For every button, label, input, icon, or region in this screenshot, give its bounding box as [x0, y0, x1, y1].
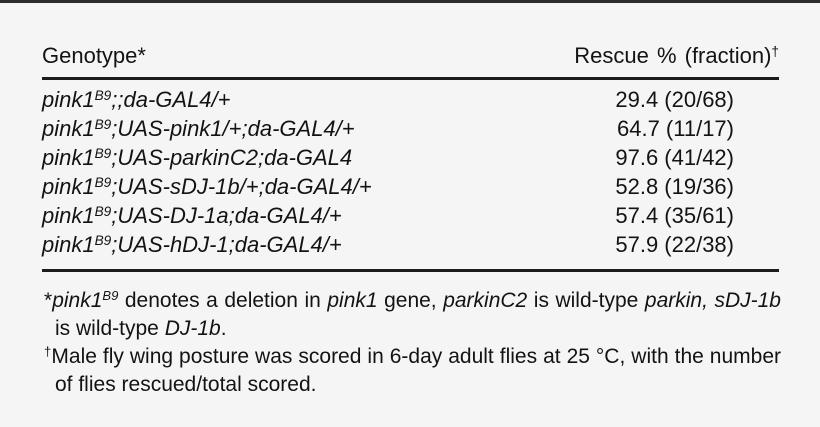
header-rule-line	[42, 77, 779, 80]
genotype-rest: ;UAS-parkinC2;da-GAL4	[111, 145, 353, 170]
table-row: pink1B9;UAS-pink1/+;da-GAL4/+ 64.7 (11/1…	[42, 114, 779, 143]
genotype-allele-superscript: B9	[94, 116, 112, 132]
table-body: pink1B9;;da-GAL4/+ 29.4 (20/68) pink1B9;…	[42, 85, 779, 259]
rescue-value-cell: 29.4 (20/68)	[615, 87, 734, 112]
top-border-line	[0, 0, 820, 3]
table-header-row: Genotype* Rescue % (fraction)†	[42, 42, 779, 70]
rescue-value-cell: 64.7 (11/17)	[616, 116, 734, 141]
genotype-allele-superscript: B9	[94, 87, 112, 103]
footnote-segment: .	[220, 317, 227, 340]
footnote-segment: pink1	[52, 289, 103, 312]
footnote-segment: is wild-type	[55, 317, 165, 340]
footnote-segment: parkin,	[644, 289, 708, 312]
genotype-gene: pink1	[42, 116, 95, 141]
genotype-rest: ;UAS-DJ-1a;da-GAL4/+	[111, 203, 342, 228]
genotype-cell: pink1B9;UAS-sDJ-1b/+;da-GAL4/+	[42, 172, 372, 201]
footnote-segment: pink1	[327, 289, 378, 312]
genotype-allele-superscript: B9	[94, 203, 112, 219]
footnote-segment: *	[44, 289, 53, 312]
bottom-rule-line	[42, 269, 779, 272]
table-row: pink1B9;UAS-hDJ-1;da-GAL4/+ 57.9 (22/38)	[42, 230, 779, 259]
genotype-allele-superscript: B9	[94, 174, 112, 190]
genotype-cell: pink1B9;UAS-hDJ-1;da-GAL4/+	[42, 230, 342, 259]
genotype-gene: pink1	[42, 174, 95, 199]
genotype-rest: ;UAS-sDJ-1b/+;da-GAL4/+	[111, 174, 372, 199]
table-row: pink1B9;;da-GAL4/+ 29.4 (20/68)	[42, 85, 779, 114]
dagger-superscript: †	[771, 43, 779, 59]
footnote-segment: Male fly wing posture was scored in 6-da…	[51, 345, 781, 396]
footnotes-section: *pink1B9 denotes a deletion in pink1 gen…	[44, 287, 781, 399]
rescue-value-cell: 97.6 (41/42)	[615, 145, 734, 170]
genotype-rest: ;UAS-hDJ-1;da-GAL4/+	[111, 232, 342, 257]
footnote-genotype-definitions: *pink1B9 denotes a deletion in pink1 gen…	[44, 287, 781, 343]
genotype-cell: pink1B9;UAS-parkinC2;da-GAL4	[42, 143, 352, 172]
footnote-segment: DJ-1b	[164, 317, 221, 340]
footnote-segment: B9	[102, 287, 119, 303]
footnote-segment: gene,	[377, 289, 444, 312]
table-row: pink1B9;UAS-sDJ-1b/+;da-GAL4/+ 52.8 (19/…	[42, 172, 779, 201]
genotype-rest: ;;da-GAL4/+	[111, 87, 231, 112]
genotype-cell: pink1B9;;da-GAL4/+	[42, 85, 231, 114]
genotype-cell: pink1B9;UAS-DJ-1a;da-GAL4/+	[42, 201, 342, 230]
rescue-value-cell: 57.9 (22/38)	[615, 232, 734, 257]
genotype-allele-superscript: B9	[94, 232, 112, 248]
footnote-segment: is wild-type	[527, 289, 645, 312]
footnote-segment: †	[44, 343, 52, 359]
genotype-gene: pink1	[42, 232, 95, 257]
rescue-value-cell: 57.4 (35/61)	[615, 203, 734, 228]
genotype-allele-superscript: B9	[94, 145, 112, 161]
genotype-column-header: Genotype*	[42, 43, 146, 68]
genotype-gene: pink1	[42, 203, 95, 228]
table-row: pink1B9;UAS-parkinC2;da-GAL4 97.6 (41/42…	[42, 143, 779, 172]
genotype-gene: pink1	[42, 145, 95, 170]
footnote-segment: parkinC2	[443, 289, 528, 312]
table-row: pink1B9;UAS-DJ-1a;da-GAL4/+ 57.4 (35/61)	[42, 201, 779, 230]
footnote-segment: denotes a deletion in	[118, 289, 328, 312]
rescue-value-cell: 52.8 (19/36)	[615, 174, 734, 199]
footnote-scoring-method: †Male fly wing posture was scored in 6-d…	[44, 343, 781, 399]
genotype-cell: pink1B9;UAS-pink1/+;da-GAL4/+	[42, 114, 355, 143]
rescue-column-header-text: Rescue % (fraction)	[574, 43, 772, 68]
footnote-segment: sDJ-1b	[714, 289, 781, 312]
genotype-gene: pink1	[42, 87, 95, 112]
genotype-rest: ;UAS-pink1/+;da-GAL4/+	[111, 116, 355, 141]
rescue-column-header: Rescue % (fraction)†	[574, 42, 779, 70]
